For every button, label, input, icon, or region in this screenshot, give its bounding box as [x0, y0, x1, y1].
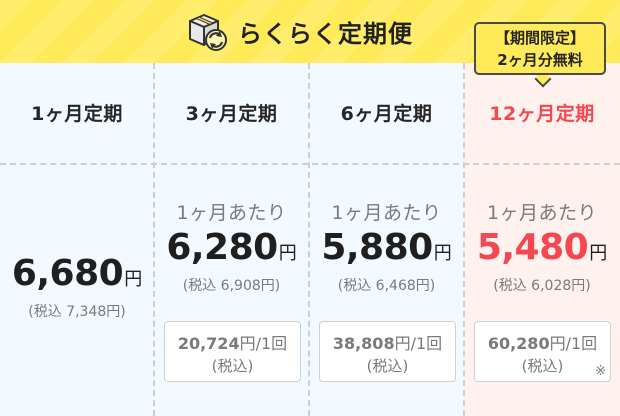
per-shipment-tax: (税込): [521, 357, 564, 375]
column-divider: [308, 63, 310, 416]
per-shipment-price: 38,808円/1回: [320, 330, 455, 354]
per-shipment-tax: (税込): [366, 357, 409, 375]
column-divider: [463, 63, 465, 416]
per-shipment-amount: 20,724: [177, 334, 240, 353]
plan-column-3-month: 3ヶ月定期 1ヶ月あたり 6,280円 (税込 6,908円) 20,724円/…: [154, 63, 309, 416]
column-divider: [153, 63, 155, 416]
per-shipment-amount: 38,808: [332, 334, 395, 353]
plan-price: 5,880円: [309, 227, 464, 268]
plan-name: 6ヶ月定期: [340, 103, 433, 125]
price-tax-included: (税込 6,028円): [493, 278, 591, 294]
plan-column-12-month: 12ヶ月定期 1ヶ月あたり 5,480円 (税込 6,028円) 60,280円…: [464, 63, 620, 416]
per-month-label: 1ヶ月あたり: [331, 202, 442, 224]
per-shipment-box: 60,280円/1回 (税込) ※: [474, 321, 611, 382]
per-shipment-box: 20,724円/1回 (税込): [164, 321, 301, 382]
per-shipment-unit: 円/1回: [549, 334, 598, 353]
price-tax-included: (税込 6,908円): [182, 278, 281, 294]
header-title-group: らくらく定期便: [186, 8, 413, 54]
per-month-label: 1ヶ月あたり: [486, 202, 598, 224]
plan-column-1-month: 1ヶ月定期 6,680円 (税込 7,348円): [0, 63, 154, 416]
per-shipment-tax: (税込): [211, 357, 254, 375]
per-shipment-price: 20,724円/1回: [165, 330, 300, 354]
plan-price: 6,680円: [0, 253, 154, 294]
note-mark: ※: [595, 364, 606, 379]
price-amount: 6,280: [166, 227, 278, 268]
plan-comparison-table: 1ヶ月定期 6,680円 (税込 7,348円) 3ヶ月定期 1ヶ月あたり 6,…: [0, 63, 620, 416]
price-currency: 円: [278, 243, 297, 264]
badge-line-1: 【期間限定】: [494, 29, 585, 47]
price-currency: 円: [433, 243, 452, 264]
price-amount: 5,480: [476, 227, 589, 268]
per-month-label: 1ヶ月あたり: [176, 202, 287, 224]
plan-column-6-month: 6ヶ月定期 1ヶ月あたり 5,880円 (税込 6,468円) 38,808円/…: [309, 63, 464, 416]
box-refresh-icon: [189, 14, 227, 51]
plan-name: 1ヶ月定期: [31, 103, 123, 125]
plan-price: 6,280円: [154, 227, 309, 268]
price-tax-included: (税込 7,348円): [28, 304, 126, 320]
price-amount: 6,680: [11, 253, 124, 294]
row-divider: [0, 163, 620, 165]
per-shipment-price: 60,280円/1回: [475, 330, 610, 354]
badge-line-2: 2ヶ月分無料: [497, 51, 583, 69]
plan-name: 12ヶ月定期: [489, 103, 595, 125]
per-shipment-unit: 円/1回: [394, 334, 443, 353]
plan-name: 3ヶ月定期: [185, 103, 278, 125]
header-title: らくらく定期便: [238, 19, 413, 48]
per-shipment-unit: 円/1回: [239, 334, 288, 353]
price-amount: 5,880: [321, 227, 433, 268]
per-shipment-amount: 60,280: [487, 334, 550, 353]
price-currency: 円: [589, 243, 608, 264]
plan-price: 5,480円: [464, 227, 620, 268]
limited-offer-badge: 【期間限定】 2ヶ月分無料: [474, 22, 606, 75]
price-tax-included: (税込 6,468円): [337, 278, 436, 294]
price-currency: 円: [124, 269, 143, 290]
per-shipment-box: 38,808円/1回 (税込): [319, 321, 456, 382]
